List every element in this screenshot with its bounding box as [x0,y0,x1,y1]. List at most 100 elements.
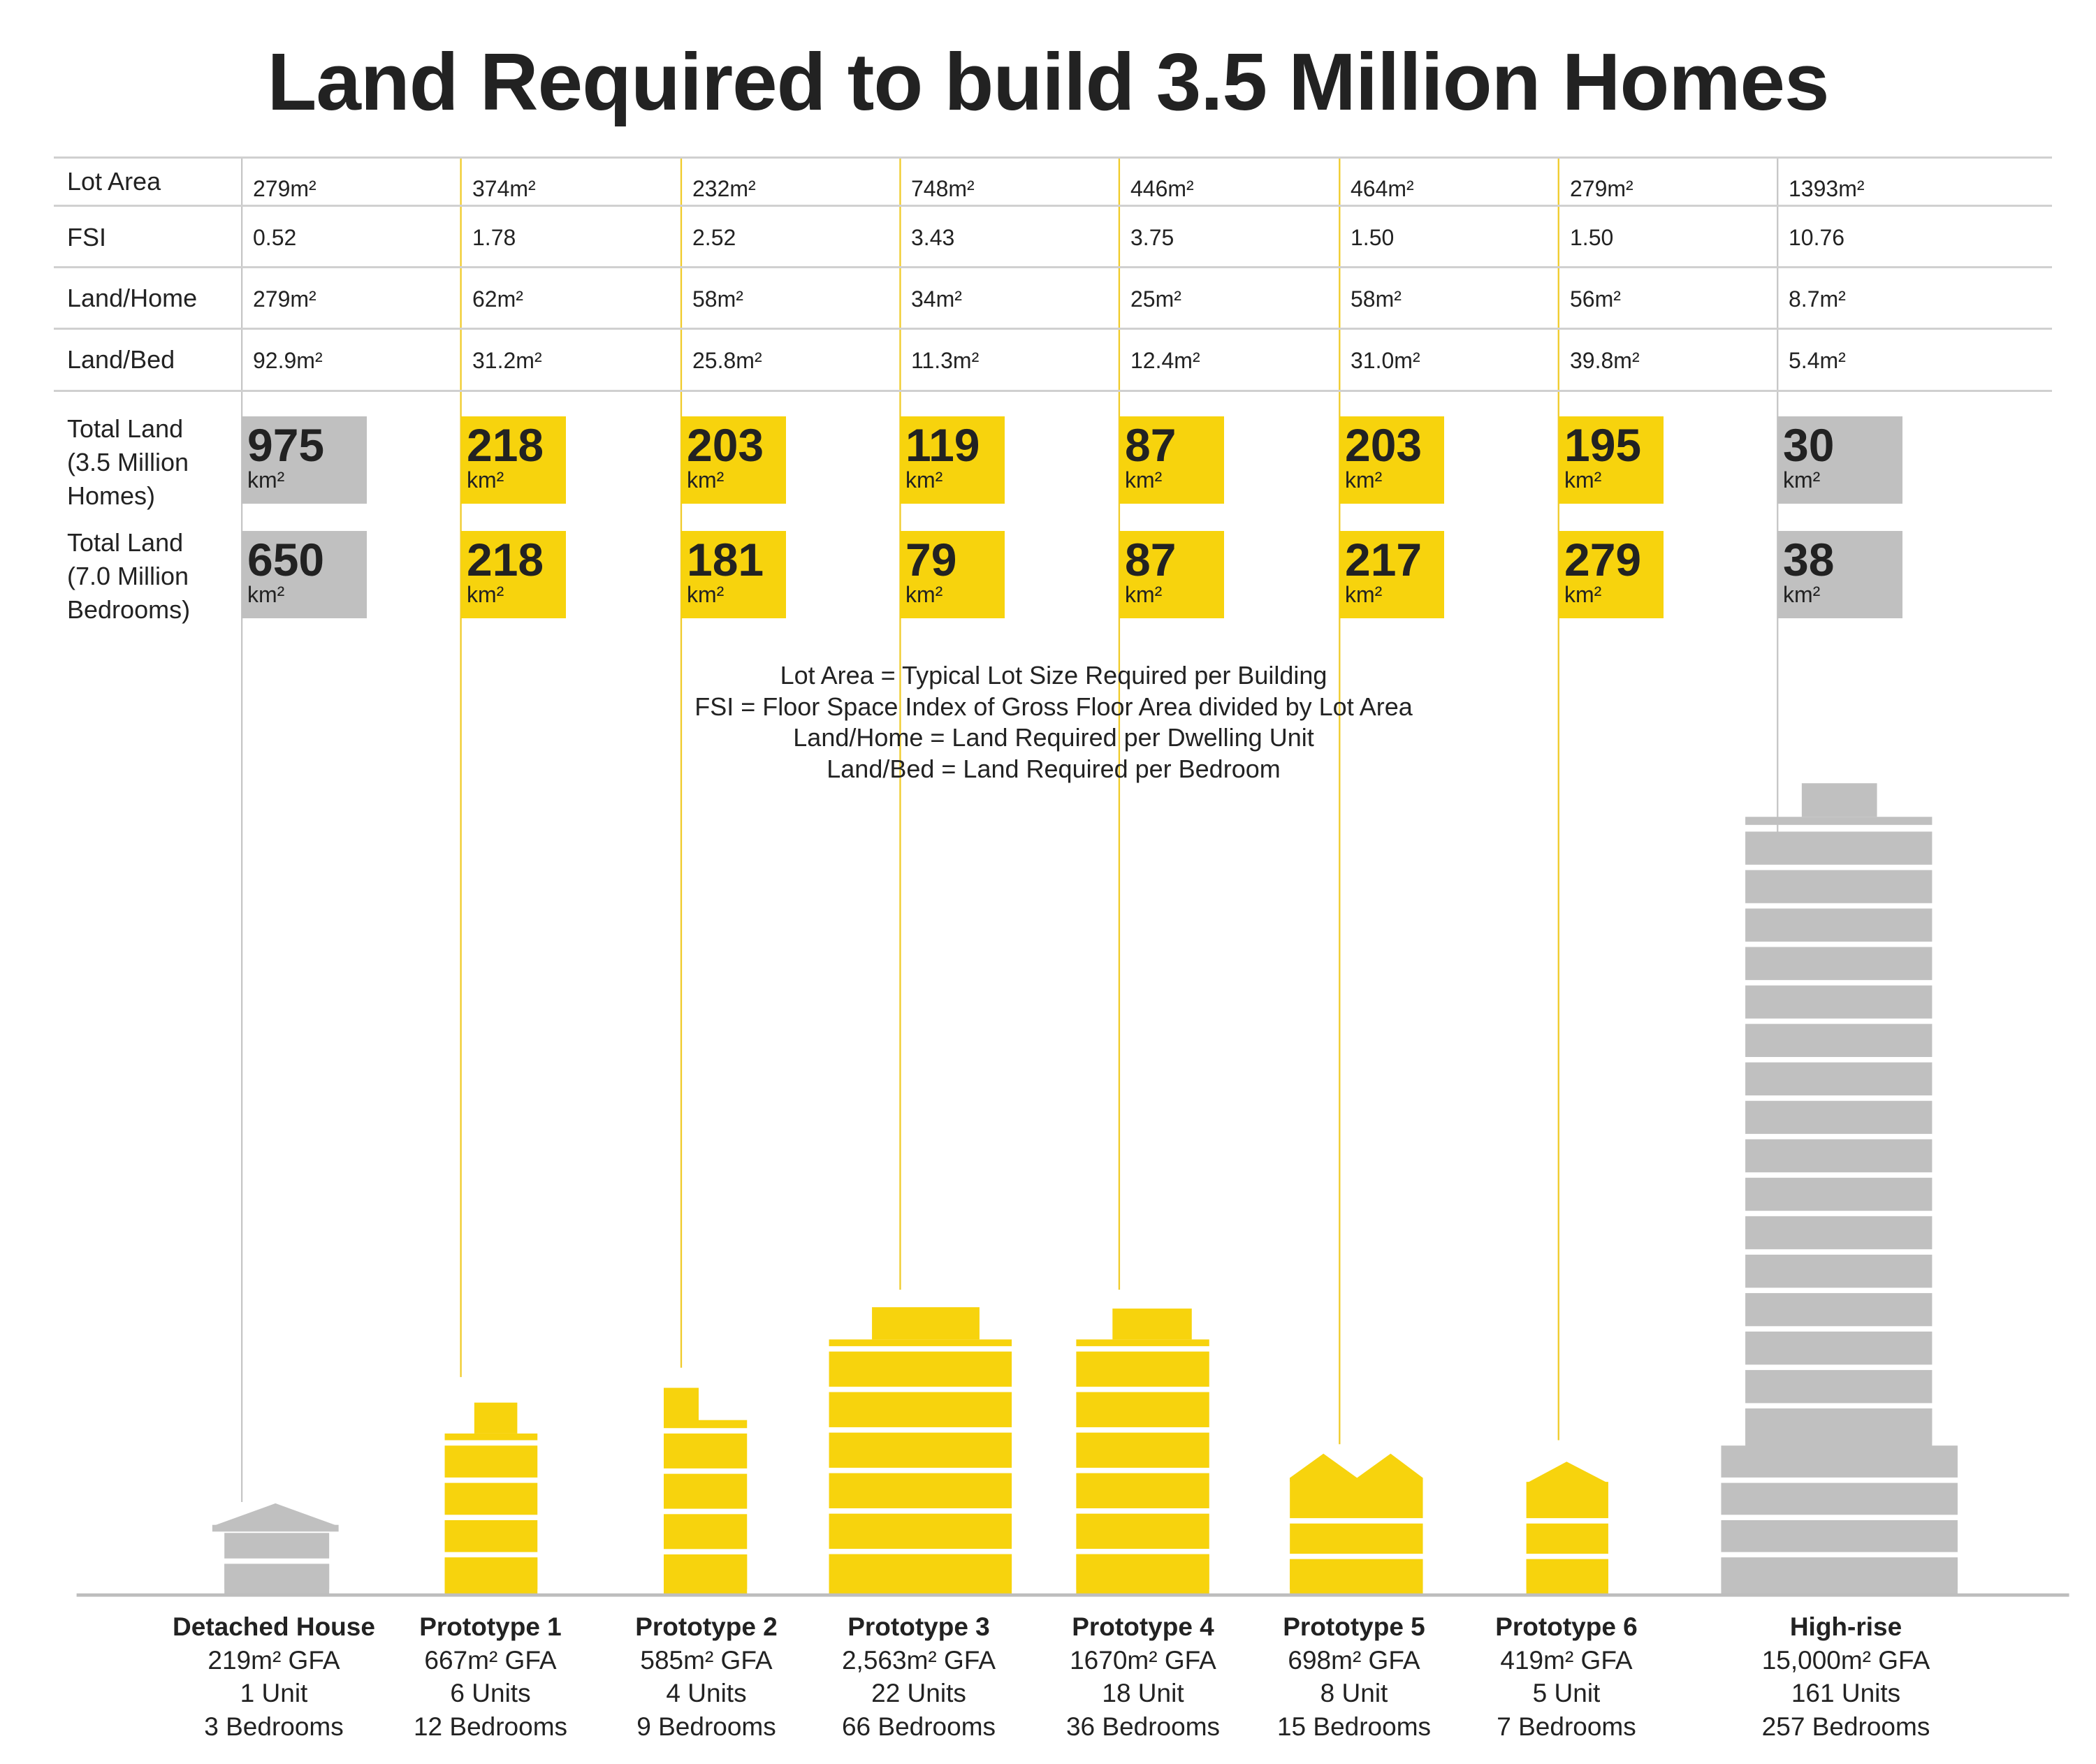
building-label: Prototype 2 585m² GFA 4 Units 9 Bedrooms [602,1610,811,1743]
note-line: FSI = Floor Space Index of Gross Floor A… [694,692,1413,721]
row-label-land-bed: Land/Bed [67,345,175,374]
total-land-box: 181 km² [681,531,786,618]
row-label-total-homes: Total Land (3.5 Million Homes) [67,412,189,513]
cell-land-bed: 31.0m² [1351,348,1420,373]
floor [1721,1557,1958,1595]
cell-fsi: 0.52 [253,225,297,250]
total-land-unit: km² [687,467,725,493]
total-land-unit: km² [905,467,943,493]
total-land-value: 203 [1345,419,1422,471]
floor [1721,1519,1958,1552]
floor [1745,1370,1933,1404]
floor [1745,1100,1933,1135]
cell-land-home: 279m² [253,286,316,312]
floor [1076,1554,1209,1595]
row-label-total-beds: Total Land (7.0 Million Bedrooms) [67,526,190,627]
total-land-box: 279 km² [1559,531,1664,618]
total-land-unit: km² [1783,582,1821,607]
floor [1290,1523,1423,1554]
building-name: Prototype 3 [847,1612,990,1641]
building-units: 5 Unit [1532,1679,1601,1707]
row-label-line: Homes) [67,481,156,510]
cell-land-home: 8.7m² [1789,286,1846,312]
cell-lot-area: 1393m² [1789,176,1865,201]
table-divider [54,328,2052,330]
building-bedrooms: 7 Bedrooms [1497,1712,1636,1741]
building-name: Prototype 4 [1072,1612,1214,1641]
floor [1745,1139,1933,1173]
cell-land-bed: 12.4m² [1130,348,1200,373]
floor [829,1392,1012,1427]
total-land-box: 217 km² [1339,531,1444,618]
total-land-value: 30 [1783,419,1835,471]
total-land-value: 975 [247,419,325,471]
total-land-unit: km² [467,582,504,607]
building-units: 18 Unit [1102,1679,1184,1707]
total-land-box: 38 km² [1777,531,1902,618]
floor [224,1563,330,1595]
total-land-box: 119 km² [900,416,1005,504]
total-land-box: 195 km² [1559,416,1664,504]
building-gfa: 2,563m² GFA [841,1645,996,1675]
table-divider [54,156,2052,159]
floor [664,1554,748,1595]
note-line: Land/Home = Land Required per Dwelling U… [793,723,1314,752]
total-land-value: 650 [247,534,325,585]
building-label: High-rise 15,000m² GFA 161 Units 257 Bedroo… [1741,1610,1951,1743]
building-name: High-rise [1789,1612,1902,1641]
cell-land-bed: 92.9m² [253,348,323,373]
floor [224,1533,330,1559]
cell-lot-area: 279m² [1570,176,1633,201]
building-gfa: 698m² GFA [1288,1645,1420,1675]
floor [829,1432,1012,1468]
building-name: Prototype 5 [1283,1612,1425,1641]
building-gfa: 15,000m² GFA [1761,1645,1930,1675]
floor [1745,947,1933,980]
floor [1076,1513,1209,1549]
floor [829,1513,1012,1549]
floor [1076,1351,1209,1387]
floor [664,1433,748,1468]
row-label-lot-area: Lot Area [67,167,161,196]
floor [1745,1292,1933,1327]
roof [1526,1462,1608,1484]
total-land-value: 79 [905,534,957,585]
total-land-unit: km² [1345,467,1383,493]
floor [444,1445,538,1478]
building-bedrooms: 9 Bedrooms [636,1712,776,1741]
building-units: 8 Unit [1320,1679,1388,1707]
building-units: 6 Units [450,1679,531,1707]
floor [1745,1408,1933,1448]
penthouse [664,1387,699,1423]
cell-fsi: 3.75 [1130,225,1174,250]
floor [1526,1482,1608,1519]
total-land-value: 181 [687,534,764,585]
cell-fsi: 1.78 [472,225,516,250]
penthouse [1112,1309,1192,1340]
total-land-box: 30 km² [1777,416,1902,504]
total-land-box: 650 km² [242,531,367,618]
building-name: Prototype 2 [635,1612,778,1641]
cell-lot-area: 748m² [911,176,975,201]
page-title: Land Required to build 3.5 Million Homes [267,36,1829,127]
row-label-land-home: Land/Home [67,284,198,312]
building-label: Prototype 1 667m² GFA 6 Units 12 Bedrooms [386,1610,595,1743]
slab [829,1339,1012,1346]
total-land-unit: km² [687,582,725,607]
building-gfa: 219m² GFA [208,1645,340,1675]
floor [829,1473,1012,1508]
total-land-value: 279 [1564,534,1642,585]
total-land-value: 38 [1783,534,1835,585]
floor [1745,870,1933,903]
cell-land-bed: 39.8m² [1570,348,1640,373]
building-gfa: 585m² GFA [640,1645,773,1675]
total-land-unit: km² [467,467,504,493]
row-label-line: (3.5 Million [67,448,189,476]
building-bedrooms: 36 Bedrooms [1065,1712,1221,1741]
floor [829,1351,1012,1387]
total-land-box: 87 km² [1119,416,1224,504]
cell-land-bed: 11.3m² [911,348,980,373]
floor [1745,1332,1933,1365]
row-label-line: Bedrooms) [67,595,191,624]
slab [444,1433,538,1441]
